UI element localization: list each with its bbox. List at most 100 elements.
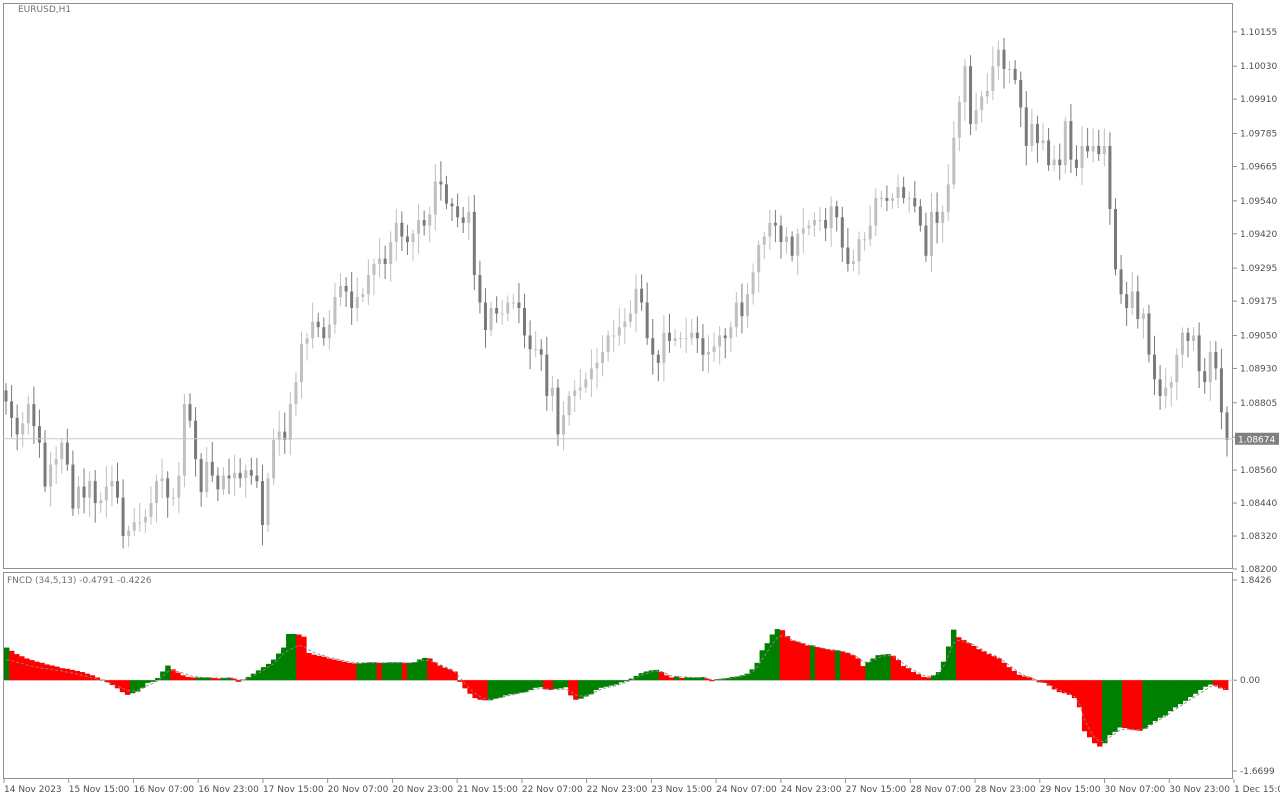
histogram-bar: [366, 662, 373, 681]
histogram-bar: [548, 680, 554, 690]
histogram-bar: [311, 654, 317, 681]
candle-bear: [773, 222, 777, 226]
histogram-bar: [371, 662, 378, 681]
histogram-bar: [276, 653, 282, 681]
candle-bear: [216, 475, 220, 490]
histogram-bar: [427, 658, 433, 681]
histogram-bar: [527, 680, 534, 690]
candle-bull: [132, 522, 136, 531]
candle-bear: [846, 247, 850, 265]
histogram-bar: [532, 680, 539, 688]
histogram-bar: [190, 677, 196, 681]
candle-bull: [991, 66, 995, 91]
histogram-bar: [4, 647, 10, 681]
histogram-bar: [79, 672, 85, 681]
histogram-bar: [779, 630, 786, 681]
histogram-bar: [673, 676, 680, 681]
histogram-bar: [260, 667, 267, 681]
candle-bull: [634, 288, 638, 314]
histogram-bar: [991, 656, 997, 681]
time-axis-label: 28 Nov 23:00: [975, 785, 1036, 795]
candle-bull: [428, 214, 432, 226]
histogram-bar: [512, 680, 519, 694]
histogram-bar: [769, 634, 776, 681]
histogram-bar: [925, 677, 932, 681]
histogram-bar: [598, 680, 604, 688]
candle-bear: [71, 464, 75, 509]
histogram-bar: [422, 657, 428, 681]
indicator-tick-label: -1.6699: [1240, 767, 1275, 777]
indicator-label: FNCD (34,5,13) -0.4791 -0.4226: [7, 576, 152, 586]
candle-bear: [116, 481, 120, 498]
histogram-bar: [835, 650, 841, 681]
candle-bear: [840, 217, 844, 248]
histogram-bar: [885, 654, 891, 681]
histogram-bar: [59, 668, 65, 681]
candle-bull: [562, 415, 566, 435]
histogram-bar: [482, 680, 488, 701]
candle-bull: [372, 264, 376, 276]
candle-bear: [450, 203, 454, 207]
histogram-bar: [830, 650, 836, 681]
candle-bear: [918, 206, 922, 226]
histogram-bar: [210, 678, 216, 681]
candle-bull: [433, 181, 437, 215]
histogram-bar: [754, 662, 760, 681]
candle-bull: [534, 349, 538, 351]
candle-bear: [539, 349, 543, 355]
histogram-bar: [1192, 680, 1199, 694]
candle-bull: [567, 395, 571, 416]
candle-bull: [389, 242, 393, 265]
candle-bull: [628, 313, 632, 322]
candle-bull: [1063, 121, 1067, 166]
histogram-bar: [895, 660, 901, 681]
candle-bull: [751, 272, 755, 295]
histogram-bar: [563, 680, 569, 688]
candle-bull: [712, 346, 716, 352]
histogram-bar: [94, 677, 101, 681]
histogram-bar: [1071, 680, 1078, 699]
candle-bull: [595, 362, 599, 369]
symbol-label: EURUSD,H1: [18, 5, 72, 15]
candle-bull: [718, 335, 722, 347]
histogram-bar: [784, 636, 791, 681]
histogram-bar: [472, 680, 478, 699]
histogram-bar: [709, 680, 715, 682]
candle-bull: [327, 324, 331, 339]
candle-bear: [444, 184, 448, 204]
histogram-bar: [155, 678, 161, 681]
indicator-panel-frame: [3, 572, 1233, 779]
candle-bull: [601, 351, 605, 363]
candle-bull: [868, 225, 872, 240]
candle-bull: [930, 211, 934, 256]
histogram-bar: [966, 643, 972, 681]
histogram-bar: [840, 651, 846, 681]
histogram-bar: [553, 680, 559, 689]
histogram-bar: [956, 637, 962, 681]
histogram-bar: [119, 680, 126, 693]
candle-bull: [963, 66, 967, 102]
candle-bull: [985, 90, 989, 97]
histogram-bar: [961, 639, 967, 681]
histogram-bar: [945, 646, 952, 681]
candle-bear: [495, 307, 499, 314]
histogram-bar: [406, 662, 413, 681]
histogram-bar: [1066, 680, 1073, 695]
histogram-bar: [412, 662, 418, 681]
histogram-bar: [220, 678, 227, 681]
candle-bull: [1091, 145, 1095, 152]
candle-bull: [757, 244, 761, 273]
histogram-bar: [1026, 677, 1032, 681]
candle-bull: [578, 387, 582, 391]
candle-bull: [411, 233, 415, 243]
candle-bear: [556, 387, 560, 435]
time-axis-label: 23 Nov 15:00: [651, 785, 712, 795]
candle-bear: [238, 472, 242, 479]
time-axis-label: 22 Nov 23:00: [587, 785, 648, 795]
candle-bear: [1119, 269, 1123, 295]
histogram-bar: [316, 655, 322, 681]
histogram-bar: [1207, 680, 1214, 685]
histogram-bar: [331, 659, 337, 681]
